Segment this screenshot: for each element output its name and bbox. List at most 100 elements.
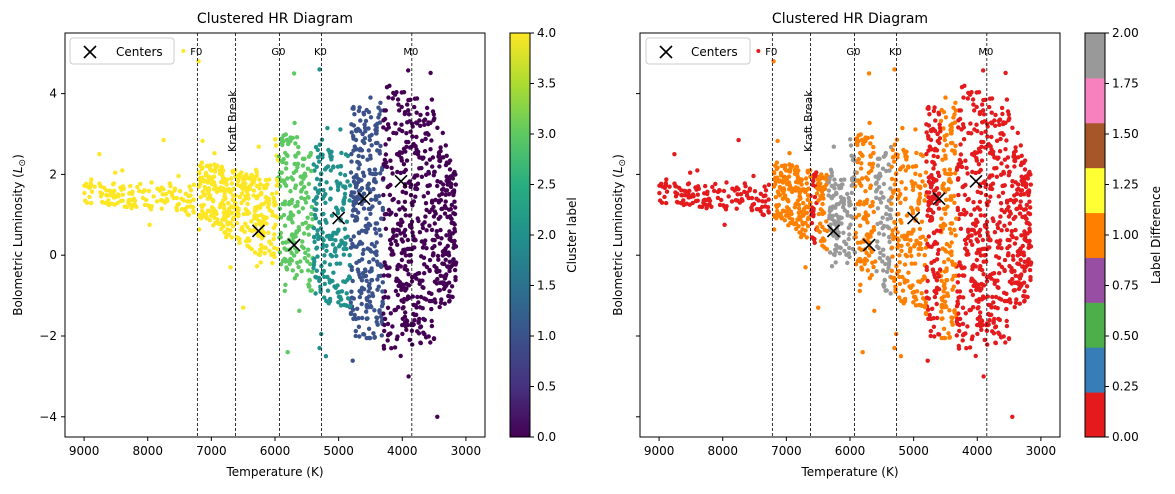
star-point bbox=[1017, 301, 1022, 306]
star-point bbox=[203, 173, 209, 178]
star-point bbox=[251, 180, 256, 185]
star-point bbox=[687, 188, 692, 193]
star-point bbox=[852, 206, 858, 211]
star-point bbox=[943, 115, 949, 120]
star-point bbox=[1008, 197, 1013, 203]
star-point bbox=[431, 173, 436, 178]
star-point bbox=[905, 278, 910, 284]
star-point bbox=[436, 152, 442, 158]
star-point bbox=[403, 324, 408, 329]
star-point bbox=[295, 199, 300, 205]
star-point bbox=[435, 125, 440, 130]
star-point bbox=[896, 193, 902, 199]
star-point bbox=[320, 271, 325, 276]
star-point bbox=[783, 163, 788, 169]
star-point bbox=[439, 236, 444, 241]
star-point bbox=[220, 171, 225, 176]
star-point bbox=[359, 228, 365, 233]
star-point bbox=[954, 167, 960, 172]
star-point bbox=[341, 201, 346, 206]
colorbar-tick-label: 0.75 bbox=[1112, 279, 1139, 293]
star-point bbox=[932, 148, 938, 153]
star-point bbox=[987, 104, 992, 110]
star-point bbox=[828, 222, 833, 227]
star-point bbox=[680, 193, 685, 198]
star-point bbox=[826, 188, 832, 193]
star-point bbox=[998, 335, 1004, 340]
star-point bbox=[980, 102, 985, 107]
star-point bbox=[881, 154, 887, 159]
star-point bbox=[922, 183, 928, 188]
right-colorbar-ticks: 0.000.250.500.751.001.251.501.752.00 bbox=[1105, 26, 1139, 444]
star-point bbox=[350, 241, 355, 247]
star-point bbox=[899, 248, 904, 253]
star-point bbox=[378, 233, 383, 238]
star-point bbox=[990, 181, 996, 186]
star-point bbox=[1028, 244, 1034, 249]
star-point bbox=[1006, 173, 1011, 178]
star-point bbox=[909, 261, 914, 266]
star-point bbox=[347, 198, 352, 203]
colorbar-band bbox=[1085, 392, 1105, 438]
star-point bbox=[111, 195, 116, 200]
star-point bbox=[863, 213, 868, 218]
star-point bbox=[892, 278, 897, 284]
x-tick-label: 3000 bbox=[1026, 444, 1057, 458]
star-point bbox=[774, 175, 780, 180]
star-point bbox=[368, 153, 373, 158]
star-point bbox=[1018, 192, 1023, 197]
star-point bbox=[786, 206, 791, 212]
star-point bbox=[411, 311, 416, 317]
star-point bbox=[357, 334, 362, 339]
star-point bbox=[435, 414, 440, 419]
star-point bbox=[722, 204, 727, 210]
star-point bbox=[373, 140, 379, 146]
star-point bbox=[348, 170, 354, 175]
star-point bbox=[896, 211, 901, 217]
star-point bbox=[394, 336, 400, 342]
star-point bbox=[931, 108, 937, 114]
star-point bbox=[931, 166, 936, 171]
star-point bbox=[348, 311, 354, 317]
star-point bbox=[1012, 280, 1017, 285]
star-point bbox=[762, 184, 767, 189]
right-kraft-break-annotation: Kraft Break bbox=[802, 90, 815, 152]
star-point bbox=[374, 240, 379, 245]
star-point bbox=[424, 161, 429, 166]
star-point bbox=[417, 278, 422, 283]
star-point bbox=[1022, 268, 1027, 274]
star-point bbox=[163, 192, 169, 197]
star-point bbox=[440, 130, 445, 136]
star-point bbox=[406, 108, 411, 113]
star-point bbox=[438, 198, 444, 203]
colorbar-tick-label: 2.0 bbox=[537, 228, 556, 242]
star-point bbox=[391, 130, 396, 136]
star-point bbox=[1004, 227, 1010, 233]
star-point bbox=[912, 261, 918, 266]
star-point bbox=[944, 197, 949, 202]
star-point bbox=[443, 251, 448, 257]
star-point bbox=[903, 186, 908, 191]
star-point bbox=[161, 137, 166, 143]
star-point bbox=[334, 253, 339, 259]
star-point bbox=[340, 207, 346, 212]
star-point bbox=[381, 346, 387, 351]
star-point bbox=[1012, 241, 1018, 246]
star-point bbox=[997, 220, 1002, 225]
star-point bbox=[286, 216, 291, 221]
star-point bbox=[954, 333, 959, 338]
star-point bbox=[992, 278, 997, 283]
star-point bbox=[437, 304, 442, 310]
star-point bbox=[451, 190, 457, 195]
star-point bbox=[1000, 111, 1005, 117]
star-point bbox=[324, 248, 329, 253]
star-point bbox=[944, 132, 949, 138]
star-point bbox=[812, 174, 817, 179]
star-point bbox=[991, 319, 996, 324]
star-point bbox=[988, 186, 993, 191]
star-point bbox=[985, 230, 990, 235]
star-point bbox=[310, 217, 315, 222]
star-point bbox=[438, 148, 443, 154]
cluster-center-marker bbox=[862, 238, 876, 252]
